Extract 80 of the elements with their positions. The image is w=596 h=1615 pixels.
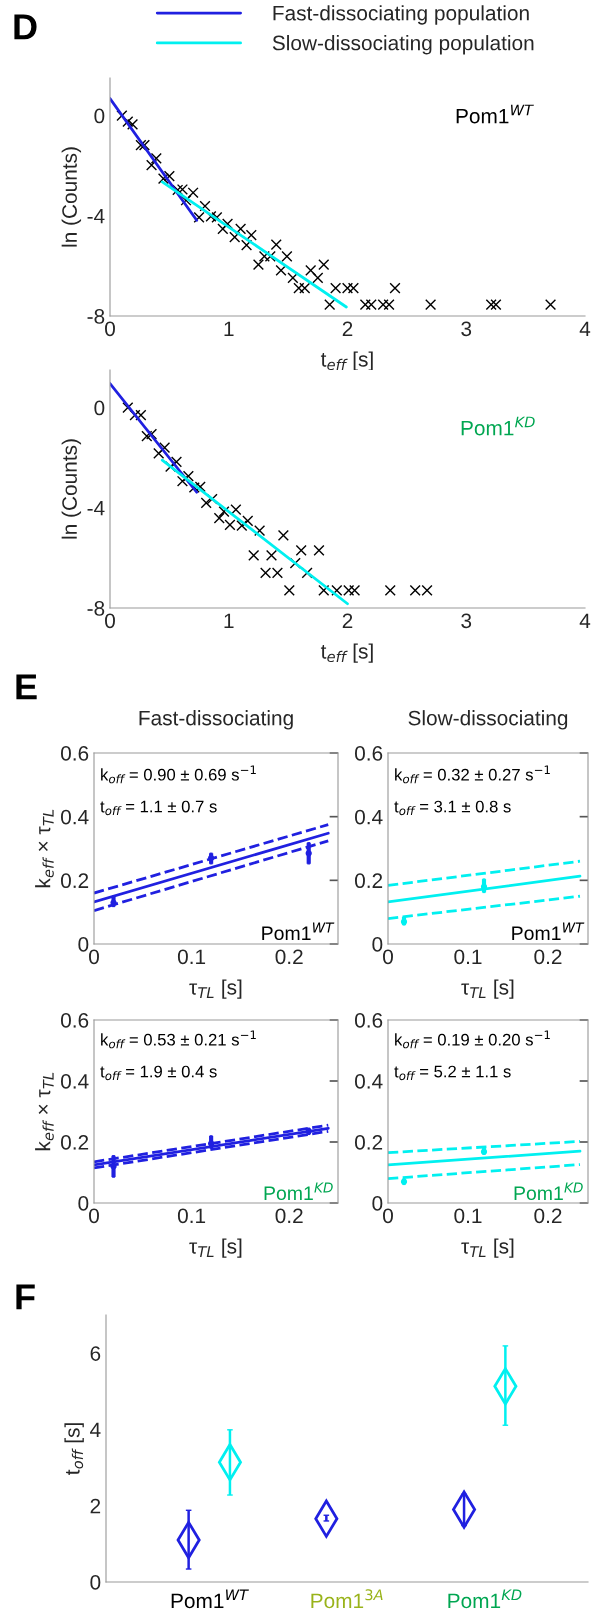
y-tick-label: 0.2 [354,1135,383,1150]
x-axis-title: t$_{eff}$ [s] [320,643,373,663]
annotation: Pom1$^{KD}$ [461,416,535,436]
x-tick-label: 0.1 [177,949,206,965]
x-tick-label: 4 [579,321,591,336]
x-tick-label: 2 [342,613,353,628]
y-tick-label: 2 [90,1498,101,1514]
annotation: t$_{off}$ = 5.2 ± 1.1 s [394,1065,511,1081]
annotation: Pom1$^{WT}$ [512,922,585,941]
x-tick-label: 0.2 [534,949,562,965]
annotation: Pom1$^{WT}$ [456,104,534,124]
x-tick-label: 0.1 [454,1208,482,1224]
annotation: k$_{off}$ = 0.32 ± 0.27 s$^{−1}$ [395,765,550,784]
x-tick-label: Pom1$^{WT}$ [171,1589,249,1609]
y-tick-label: 0.6 [354,746,383,761]
annotation: Pom1$^{KD}$ [264,1182,333,1201]
annotation: t$_{off}$ = 1.1 ± 0.7 s [100,800,217,816]
text: E [16,674,37,700]
y-tick-label: -8 [87,309,105,324]
x-axis-title: τ$_{TL}$ [s] [461,979,514,999]
y-tick-label: 0.4 [354,809,383,825]
y-axis-title: k$_{eff}$ × τ$_{TL}$ [35,1072,54,1151]
y-tick-label: 0.2 [354,873,383,889]
annotation: k$_{off}$ = 0.90 ± 0.69 s$^{−1}$ [101,765,256,784]
y-tick-label: 0.4 [60,1074,89,1089]
y-tick-label: 6 [90,1346,101,1361]
x-axis-title: τ$_{TL}$ [s] [189,979,242,999]
y-tick-label: 0.4 [60,809,89,825]
y-tick-label: 0.2 [60,873,89,889]
x-tick-label: 0 [105,613,115,629]
y-axis-title: ln (Counts) [61,147,82,247]
y-tick-label: 4 [90,1422,101,1437]
chart-title: Slow-dissociating [408,710,568,730]
y-tick-label: 0.2 [60,1135,89,1150]
y-tick-label: 0 [78,937,89,952]
y-tick-label: -4 [87,209,105,224]
x-tick-label: 0.1 [454,949,482,965]
y-tick-label: 0 [94,108,105,124]
annotation: Pom1$^{KD}$ [514,1182,583,1201]
x-tick-label: 0.2 [275,1208,303,1224]
legend-label: Slow-dissociating population [272,35,534,55]
x-tick-label: 4 [579,613,591,628]
y-tick-label: -4 [87,501,105,516]
annotation: Pom1$^{WT}$ [262,922,335,941]
y-tick-label: 0 [78,1196,89,1211]
annotation: t$_{off}$ = 3.1 ± 0.8 s [394,800,511,816]
x-tick-label: 3 [461,613,472,629]
y-tick-label: 0 [90,1575,101,1590]
y-tick-label: 0.6 [60,1013,89,1028]
x-tick-label: 0.2 [534,1208,562,1224]
annotation: k$_{off}$ = 0.19 ± 0.20 s$^{−1}$ [395,1030,550,1049]
x-tick-label: 3 [461,321,472,337]
x-tick-label: 2 [342,321,353,336]
x-axis-title: τ$_{TL}$ [s] [461,1238,514,1258]
y-axis-title: ln (Counts) [61,439,82,539]
y-axis-title: t$_{off}$ [s] [64,1423,84,1475]
x-tick-label: Pom1$^{KD}$ [448,1589,522,1609]
y-tick-label: 0 [372,937,383,952]
x-tick-label: Pom1$^{3A}$ [311,1589,383,1609]
text: D [14,14,37,40]
y-tick-label: -8 [87,601,105,616]
y-tick-label: 0.4 [354,1074,383,1089]
x-axis-title: τ$_{TL}$ [s] [189,1238,242,1258]
annotation: k$_{off}$ = 0.53 ± 0.21 s$^{−1}$ [101,1030,256,1049]
chart-title: Fast-dissociating [139,710,293,730]
annotation: t$_{off}$ = 1.9 ± 0.4 s [100,1065,217,1081]
y-tick-label: 0 [372,1196,383,1211]
x-tick-label: 0.1 [177,1208,206,1224]
y-tick-label: 0.6 [354,1013,383,1028]
x-tick-label: 0 [383,1208,393,1224]
x-tick-label: 0.2 [275,949,303,965]
y-tick-label: 0 [94,400,105,416]
y-axis-title: k$_{eff}$ × τ$_{TL}$ [35,809,54,888]
legend-label: Fast-dissociating population [273,5,529,25]
y-tick-label: 0.6 [60,746,89,761]
x-tick-label: 0 [105,321,115,337]
x-tick-label: 1 [224,321,234,336]
x-tick-label: 0 [383,949,393,965]
text: F [16,1284,35,1310]
x-tick-label: 1 [224,613,234,628]
